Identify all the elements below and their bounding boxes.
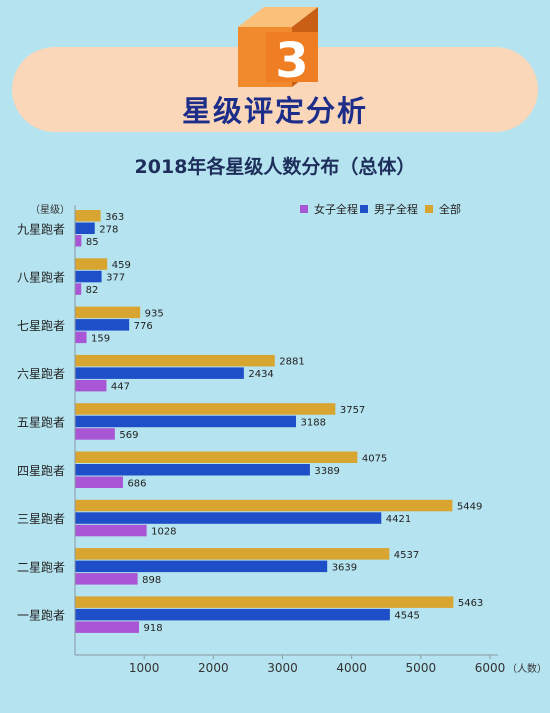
bar-男子全程 [75,222,95,234]
x-axis-label: （人数） [507,662,547,675]
section-number-cube: 3 [238,7,318,87]
x-tick-label: 2000 [198,661,229,675]
bar-女子全程 [75,331,87,344]
legend-label: 女子全程 [314,202,358,216]
category-label: 七星跑者 [17,319,65,333]
data-label: 377 [106,273,125,284]
data-label: 447 [111,382,130,393]
bar-男子全程 [75,464,310,476]
bar-全部 [75,306,141,319]
data-label: 5463 [458,598,483,609]
data-label: 2434 [248,369,273,380]
category-label: 六星跑者 [17,367,65,381]
bar-女子全程 [75,476,123,488]
data-label: 3389 [314,466,339,477]
bar-女子全程 [75,235,82,247]
bar-男子全程 [75,560,328,573]
data-label: 918 [143,623,162,634]
bar-女子全程 [75,621,139,633]
data-label: 4421 [386,514,411,525]
bar-全部 [75,354,275,367]
data-label: 3757 [340,405,365,416]
x-tick-label: 6000 [475,661,506,675]
bar-男子全程 [75,319,130,331]
data-label: 82 [86,285,99,296]
x-tick-label: 3000 [267,661,298,675]
category-label: 一星跑者 [17,609,65,623]
bar-女子全程 [75,524,147,537]
bar-全部 [75,210,101,222]
bar-全部 [75,258,108,270]
bar-全部 [75,451,358,463]
data-label: 85 [86,237,99,248]
data-label: 159 [91,333,110,344]
section-number: 3 [275,33,308,87]
bar-女子全程 [75,379,107,392]
section-title: 星级评定分析 [181,94,368,128]
bar-男子全程 [75,608,390,621]
x-tick-label: 4000 [336,661,367,675]
y-axis-label: （星级） [30,204,70,216]
data-label: 898 [142,575,161,586]
data-label: 3639 [332,562,357,573]
legend-swatch [425,205,433,213]
bar-男子全程 [75,270,102,283]
data-label: 2881 [279,357,304,368]
legend-swatch [300,205,308,213]
bar-全部 [75,548,390,560]
category-label: 三星跑者 [17,512,65,526]
category-label: 八星跑者 [17,271,65,285]
data-label: 278 [99,224,118,235]
x-tick-label: 5000 [406,661,437,675]
data-label: 4075 [362,453,387,464]
legend-label: 全部 [439,202,461,216]
x-tick-label: 1000 [129,661,160,675]
data-label: 363 [105,212,124,223]
data-label: 569 [119,430,138,441]
bar-全部 [75,403,336,415]
bar-男子全程 [75,415,297,428]
data-label: 4537 [394,550,419,561]
category-label: 二星跑者 [17,560,65,574]
legend-label: 男子全程 [374,202,418,216]
data-label: 1028 [151,527,176,538]
bar-女子全程 [75,283,82,295]
bar-全部 [75,596,454,608]
chart-title: 2018年各星级人数分布（总体） [134,156,416,178]
data-label: 686 [127,478,146,489]
bar-女子全程 [75,428,115,440]
legend-swatch [360,205,368,213]
data-label: 459 [112,260,131,271]
bar-女子全程 [75,573,138,585]
bar-男子全程 [75,512,382,524]
category-label: 五星跑者 [17,415,65,429]
data-label: 5449 [457,502,482,513]
data-label: 935 [145,308,164,319]
bar-男子全程 [75,367,244,379]
bar-全部 [75,499,453,512]
category-label: 九星跑者 [17,222,65,236]
category-label: 四星跑者 [17,464,65,478]
data-label: 3188 [301,417,326,428]
data-label: 4545 [394,611,419,622]
data-label: 776 [134,321,153,332]
